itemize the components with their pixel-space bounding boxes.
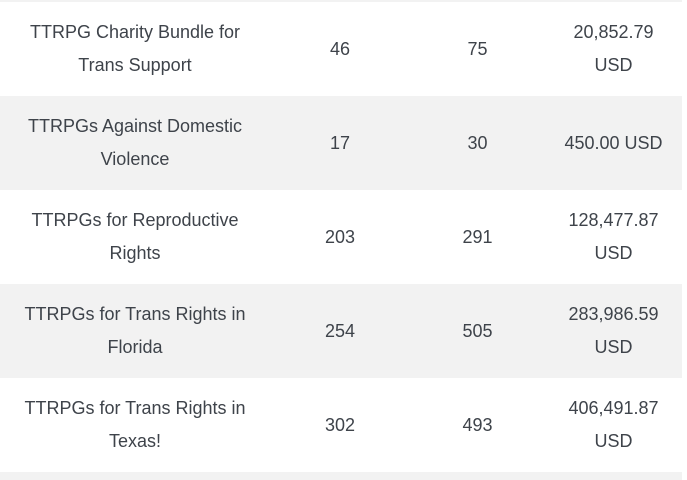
- table-row: TTRPGs for Reproductive Rights 203 291 1…: [0, 190, 682, 284]
- table-row: TTRPGs for Trans Rights in Florida 254 5…: [0, 284, 682, 378]
- value-a-cell: 17: [329, 132, 351, 153]
- amount-raised-cell: 20,852.79 USD: [573, 22, 654, 75]
- value-a-cell: 203: [324, 226, 356, 247]
- bundle-name-cell: TTRPGs Against Domestic Violence: [27, 116, 243, 169]
- value-b-cell: 75: [467, 38, 488, 59]
- table-row: TTRPGs for Trans Rights in Texas! 302 49…: [0, 378, 682, 472]
- bundle-name-cell: TTRPGs for Trans Rights in Texas!: [24, 398, 246, 451]
- amount-raised-cell: 283,986.59 USD: [568, 304, 659, 357]
- value-b-cell: 493: [462, 414, 493, 435]
- table-row-partial-top: [0, 0, 682, 2]
- value-b-cell: 291: [462, 226, 493, 247]
- bundle-name-cell: TTRPG Charity Bundle for Trans Support: [29, 22, 241, 75]
- amount-raised-cell: 128,477.87 USD: [568, 210, 659, 263]
- amount-raised-cell: 450.00 USD: [564, 132, 663, 153]
- amount-raised-cell: 406,491.87 USD: [568, 398, 659, 451]
- table-row-partial-bottom: [0, 472, 682, 480]
- bundle-name-cell: TTRPGs for Reproductive Rights: [31, 210, 239, 263]
- table-row: TTRPG Charity Bundle for Trans Support 4…: [0, 2, 682, 96]
- value-a-cell: 302: [324, 414, 356, 435]
- table-row: TTRPGs Against Domestic Violence 17 30 4…: [0, 96, 682, 190]
- bundle-name-cell: TTRPGs for Trans Rights in Florida: [24, 304, 246, 357]
- value-b-cell: 30: [467, 132, 488, 153]
- value-b-cell: 505: [462, 320, 493, 341]
- value-a-cell: 254: [324, 320, 356, 341]
- value-a-cell: 46: [329, 38, 351, 59]
